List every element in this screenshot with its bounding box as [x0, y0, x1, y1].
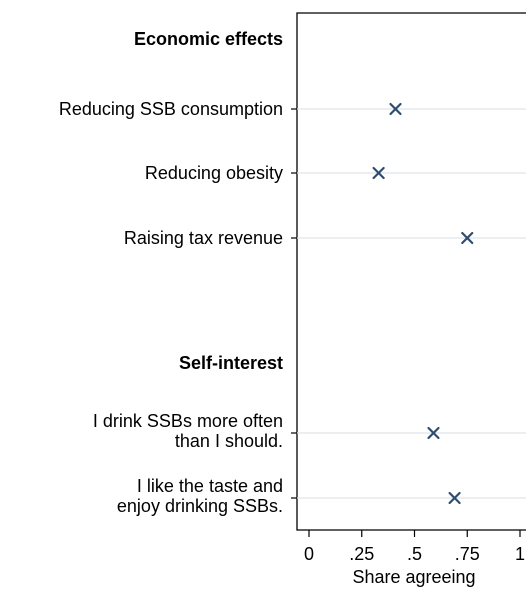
x-tick-label: .75 — [455, 544, 480, 564]
group-heading: Self-interest — [179, 353, 283, 373]
category-label: than I should. — [175, 431, 283, 451]
data-point — [461, 231, 474, 245]
x-tick-label: 1 — [515, 544, 525, 564]
category-label: Reducing SSB consumption — [59, 99, 283, 119]
category-label: I drink SSBs more often — [93, 411, 283, 431]
data-point — [389, 102, 402, 116]
x-tick-label: 0 — [304, 544, 314, 564]
x-tick-label: .25 — [349, 544, 374, 564]
data-point — [448, 491, 461, 505]
group-heading: Economic effects — [134, 29, 283, 49]
category-label: enjoy drinking SSBs. — [117, 496, 283, 516]
category-label: Raising tax revenue — [124, 228, 283, 248]
data-point — [427, 426, 440, 440]
plot-frame — [296, 12, 526, 531]
category-label: I like the taste and — [137, 476, 283, 496]
x-tick-label: .5 — [407, 544, 422, 564]
category-label: Reducing obesity — [145, 163, 283, 183]
data-point — [372, 166, 385, 180]
x-axis-title: Share agreeing — [352, 567, 475, 587]
